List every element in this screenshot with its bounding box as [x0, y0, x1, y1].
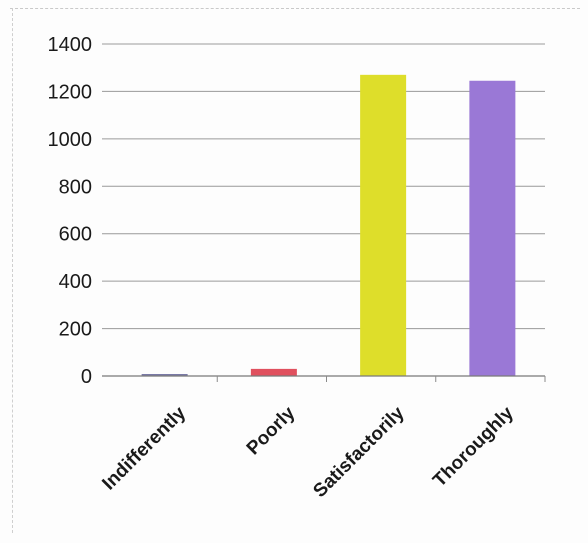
x-tick-label: Satisfactorily: [309, 402, 409, 502]
y-tick-label: 0: [81, 366, 92, 388]
y-tick-label: 1400: [48, 34, 93, 56]
y-tick-label: 1000: [48, 129, 93, 151]
y-tick-label: 1200: [48, 81, 93, 103]
frame-border-left: [12, 8, 13, 533]
bar-satisfactorily: [360, 74, 407, 376]
y-tick-label: 400: [59, 271, 92, 293]
y-tick-label: 600: [59, 224, 92, 246]
x-tick-label: Indifferently: [98, 402, 190, 494]
frame-border-top: [10, 8, 580, 9]
y-axis-ticks: 0 200 400 600 800 1000 1200 1400: [48, 34, 93, 388]
y-tick-label: 800: [59, 176, 92, 198]
bar-indifferently: [141, 374, 188, 376]
bar-thoroughly: [469, 80, 516, 376]
bar-poorly: [250, 368, 297, 376]
x-tick-label: Thoroughly: [429, 402, 518, 491]
x-tick-label: Poorly: [243, 402, 300, 459]
x-axis-ticks: Indifferently Poorly Satisfactorily Thoroug…: [98, 376, 546, 502]
y-tick-label: 200: [59, 319, 92, 341]
bars: [141, 74, 516, 376]
